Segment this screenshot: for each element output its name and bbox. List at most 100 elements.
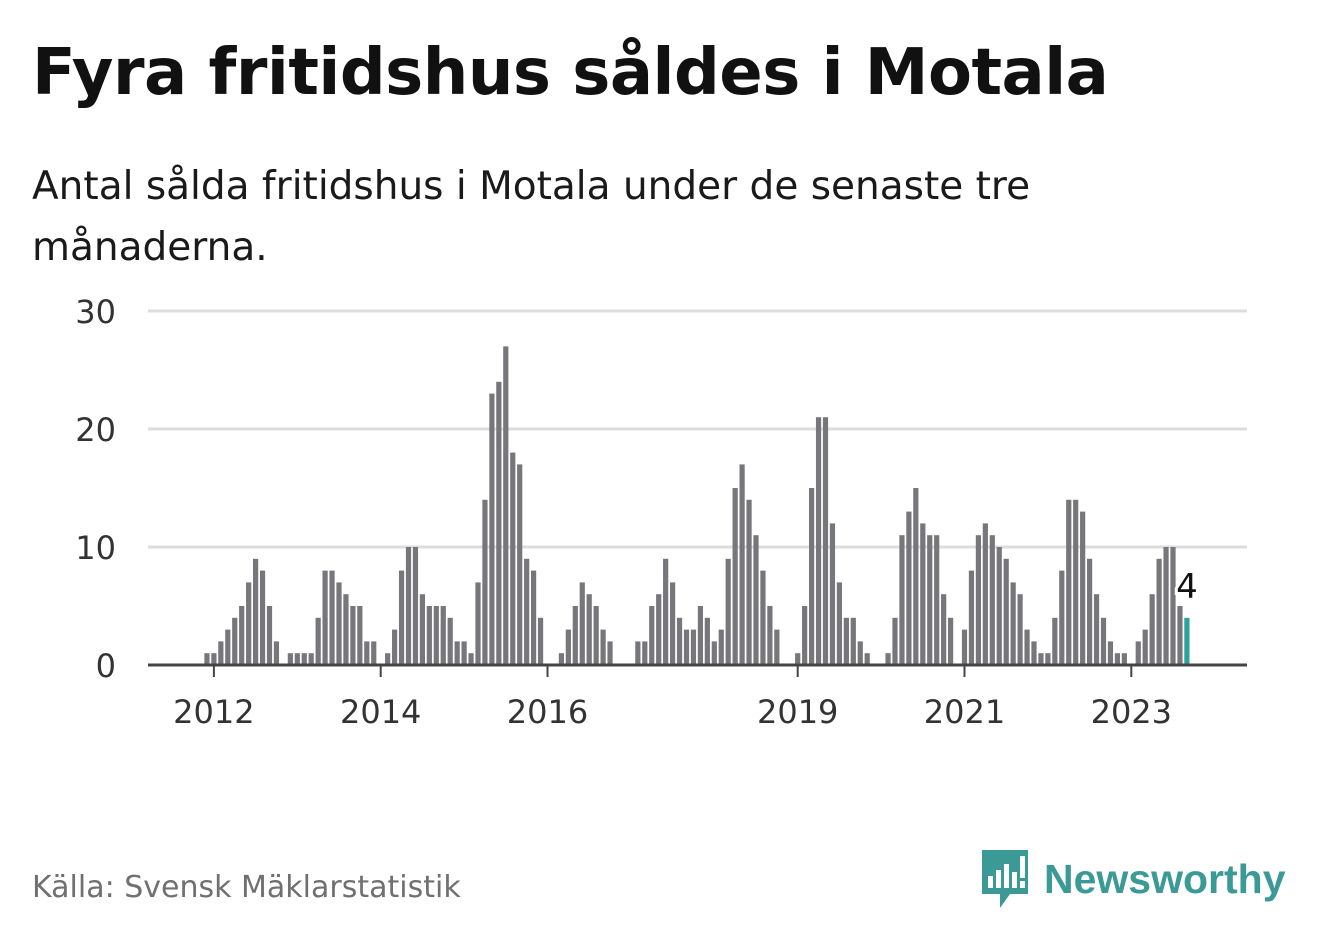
x-tick-label: 2016 bbox=[507, 693, 588, 731]
bar bbox=[315, 617, 321, 665]
bar bbox=[225, 629, 231, 665]
bar bbox=[802, 606, 808, 665]
bar bbox=[600, 629, 606, 665]
bar bbox=[586, 594, 592, 665]
bar bbox=[440, 606, 446, 665]
x-tick-label: 2012 bbox=[173, 693, 254, 731]
bar bbox=[899, 535, 905, 665]
bar bbox=[1121, 653, 1127, 665]
bar bbox=[273, 641, 280, 665]
bar bbox=[892, 617, 898, 665]
bar bbox=[850, 617, 856, 665]
grid-lines bbox=[148, 309, 1247, 549]
bar bbox=[656, 594, 662, 665]
bar bbox=[517, 464, 523, 665]
y-axis-ticks: 0 10 20 30 bbox=[75, 293, 116, 685]
x-tick-label: 2023 bbox=[1091, 693, 1172, 731]
x-tick-label: 2019 bbox=[757, 693, 838, 731]
bar bbox=[1100, 617, 1107, 665]
bar bbox=[308, 653, 314, 665]
bar bbox=[704, 617, 710, 665]
bar bbox=[746, 499, 752, 665]
last-value-label: 4 bbox=[1176, 567, 1198, 607]
bar bbox=[718, 629, 724, 665]
bar bbox=[1024, 629, 1030, 665]
bar bbox=[753, 535, 759, 665]
bar bbox=[1052, 617, 1058, 665]
bar bbox=[259, 570, 266, 665]
chart-subtitle: Antal sålda fritidshus i Motala under de… bbox=[32, 164, 1031, 270]
bar bbox=[489, 393, 495, 665]
bar bbox=[829, 523, 836, 665]
bar bbox=[454, 641, 460, 665]
bar bbox=[531, 570, 537, 665]
y-tick-label: 20 bbox=[75, 411, 116, 449]
bar bbox=[1156, 558, 1162, 665]
bar bbox=[426, 606, 432, 665]
bar bbox=[1107, 641, 1114, 665]
bar bbox=[1003, 558, 1009, 665]
bar bbox=[482, 499, 488, 665]
chart-title: Fyra fritidshus såldes i Motala bbox=[32, 36, 1109, 110]
bar bbox=[524, 558, 530, 665]
bar bbox=[211, 653, 217, 665]
bar-chart: 0 10 20 30 2012 2014 2016 2019 2021 2023 4 bbox=[75, 293, 1247, 731]
bar bbox=[774, 629, 780, 665]
bars bbox=[204, 346, 1190, 665]
bar bbox=[350, 606, 356, 665]
bar bbox=[468, 653, 474, 665]
bar bbox=[642, 641, 648, 665]
bar bbox=[968, 570, 975, 665]
bar bbox=[239, 606, 245, 665]
bar bbox=[433, 606, 439, 665]
bar bbox=[1087, 558, 1093, 665]
bar bbox=[1149, 594, 1155, 665]
bar bbox=[683, 629, 690, 665]
bar bbox=[343, 594, 349, 665]
bar bbox=[447, 617, 453, 665]
bar bbox=[941, 594, 947, 665]
bar bbox=[1135, 641, 1141, 665]
bar bbox=[663, 558, 669, 665]
bar bbox=[593, 606, 599, 665]
bar bbox=[635, 641, 641, 665]
bar bbox=[1177, 606, 1183, 665]
bar bbox=[412, 547, 419, 665]
bar bbox=[948, 617, 954, 665]
brand-logo: Newsworthy bbox=[980, 848, 1286, 910]
bar bbox=[322, 570, 328, 665]
bar bbox=[815, 417, 822, 665]
bar bbox=[1142, 629, 1148, 665]
x-axis-ticks: 2012 2014 2016 2019 2021 2023 bbox=[173, 665, 1172, 731]
bar bbox=[885, 653, 891, 665]
bar bbox=[760, 570, 766, 665]
bar bbox=[558, 653, 564, 665]
bar bbox=[329, 570, 335, 665]
bar bbox=[725, 558, 731, 665]
bar bbox=[1080, 511, 1086, 665]
bar bbox=[1066, 499, 1072, 665]
bar bbox=[690, 629, 697, 665]
bar bbox=[906, 511, 912, 665]
bar bbox=[676, 617, 683, 665]
bar bbox=[767, 606, 773, 665]
y-tick-label: 0 bbox=[96, 647, 116, 685]
bar bbox=[1059, 570, 1065, 665]
brand-name: Newsworthy bbox=[1044, 855, 1286, 902]
bar bbox=[739, 464, 745, 665]
bar bbox=[607, 641, 613, 665]
bar bbox=[996, 547, 1002, 665]
bar bbox=[864, 653, 870, 665]
bar bbox=[857, 641, 863, 665]
bar bbox=[392, 629, 398, 665]
bar bbox=[1170, 547, 1176, 665]
x-tick-label: 2021 bbox=[924, 693, 1005, 731]
bar bbox=[572, 606, 578, 665]
bar bbox=[336, 582, 342, 665]
bar bbox=[266, 606, 273, 665]
bar bbox=[732, 488, 738, 665]
bar bbox=[294, 653, 300, 665]
bar bbox=[565, 629, 571, 665]
y-tick-label: 30 bbox=[75, 293, 116, 331]
bar bbox=[711, 641, 717, 665]
